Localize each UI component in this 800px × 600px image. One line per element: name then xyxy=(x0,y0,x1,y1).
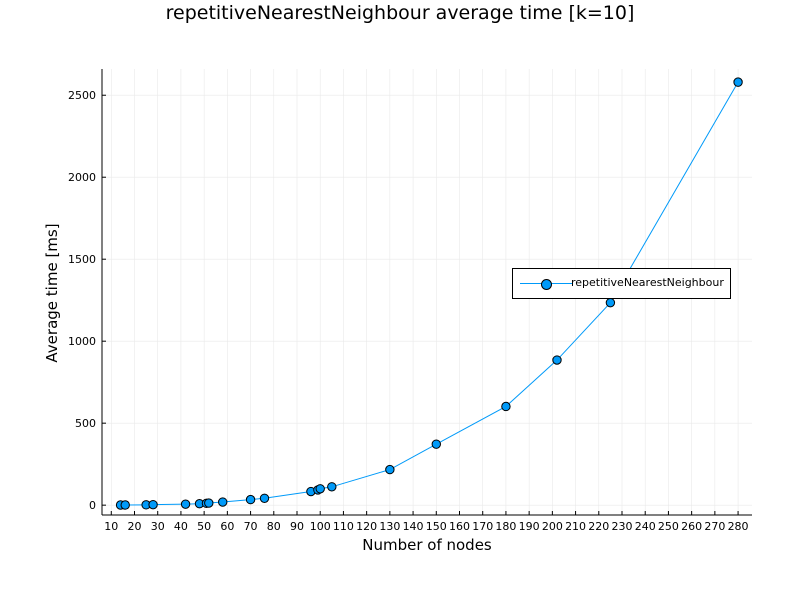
data-point xyxy=(120,500,130,510)
data-point xyxy=(204,498,214,508)
x-tick-label: 130 xyxy=(379,520,400,533)
x-tick-label: 40 xyxy=(174,520,188,533)
x-tick-label: 190 xyxy=(519,520,540,533)
y-axis-label: Average time [ms] xyxy=(43,223,61,363)
grid-lines xyxy=(102,69,752,515)
data-point xyxy=(431,439,441,449)
x-tick-label: 90 xyxy=(290,520,304,533)
x-tick-label: 180 xyxy=(495,520,516,533)
data-point xyxy=(501,401,511,412)
x-tick-label: 260 xyxy=(681,520,702,533)
data-point xyxy=(218,497,228,507)
y-tick-label: 1500 xyxy=(68,253,96,266)
x-tick-label: 80 xyxy=(267,520,281,533)
x-tick-label: 200 xyxy=(542,520,563,533)
data-point xyxy=(327,482,337,492)
x-tick-label: 270 xyxy=(704,520,725,533)
x-tick-label: 250 xyxy=(658,520,679,533)
legend-marker-swatch xyxy=(541,279,552,290)
legend-label: repetitiveNearestNeighbour xyxy=(571,276,724,289)
data-point xyxy=(148,499,158,510)
x-tick-label: 110 xyxy=(333,520,354,533)
x-tick-label: 160 xyxy=(449,520,470,533)
x-tick-label: 220 xyxy=(588,520,609,533)
x-tick-label: 170 xyxy=(472,520,493,533)
x-tick-label: 240 xyxy=(635,520,656,533)
y-tick-label: 500 xyxy=(75,417,96,430)
data-point xyxy=(552,355,562,365)
x-tick-label: 10 xyxy=(104,520,118,533)
data-point xyxy=(385,464,395,475)
data-point xyxy=(605,297,616,308)
x-tick-label: 60 xyxy=(220,520,234,533)
x-axis-label: Number of nodes xyxy=(362,536,492,554)
x-tick-label: 20 xyxy=(128,520,142,533)
x-tick-label: 30 xyxy=(151,520,165,533)
x-tick-label: 280 xyxy=(728,520,749,533)
data-point xyxy=(245,494,256,505)
x-tick-label: 230 xyxy=(612,520,633,533)
legend: repetitiveNearestNeighbour xyxy=(512,268,731,299)
y-tick-label: 1000 xyxy=(68,335,96,348)
x-tick-label: 50 xyxy=(197,520,211,533)
y-tick-label: 0 xyxy=(89,499,96,512)
tick-labels: 10 20 30 40 50 60 70 80 90 100 110 120 130 140 150 160 1… xyxy=(68,89,749,533)
x-tick-label: 210 xyxy=(565,520,586,533)
x-tick-label: 70 xyxy=(244,520,258,533)
series-layer xyxy=(115,77,743,510)
y-tick-label: 2000 xyxy=(68,171,96,184)
data-point xyxy=(733,77,743,87)
data-point xyxy=(315,484,325,494)
y-tick-label: 2500 xyxy=(68,89,96,102)
data-point xyxy=(259,493,270,503)
x-tick-label: 100 xyxy=(310,520,331,533)
data-point xyxy=(180,499,191,509)
x-tick-label: 120 xyxy=(356,520,377,533)
chart-title: repetitiveNearestNeighbour average time … xyxy=(165,2,635,24)
axes xyxy=(101,69,752,516)
x-tick-label: 150 xyxy=(426,520,447,533)
x-tick-label: 140 xyxy=(403,520,424,533)
